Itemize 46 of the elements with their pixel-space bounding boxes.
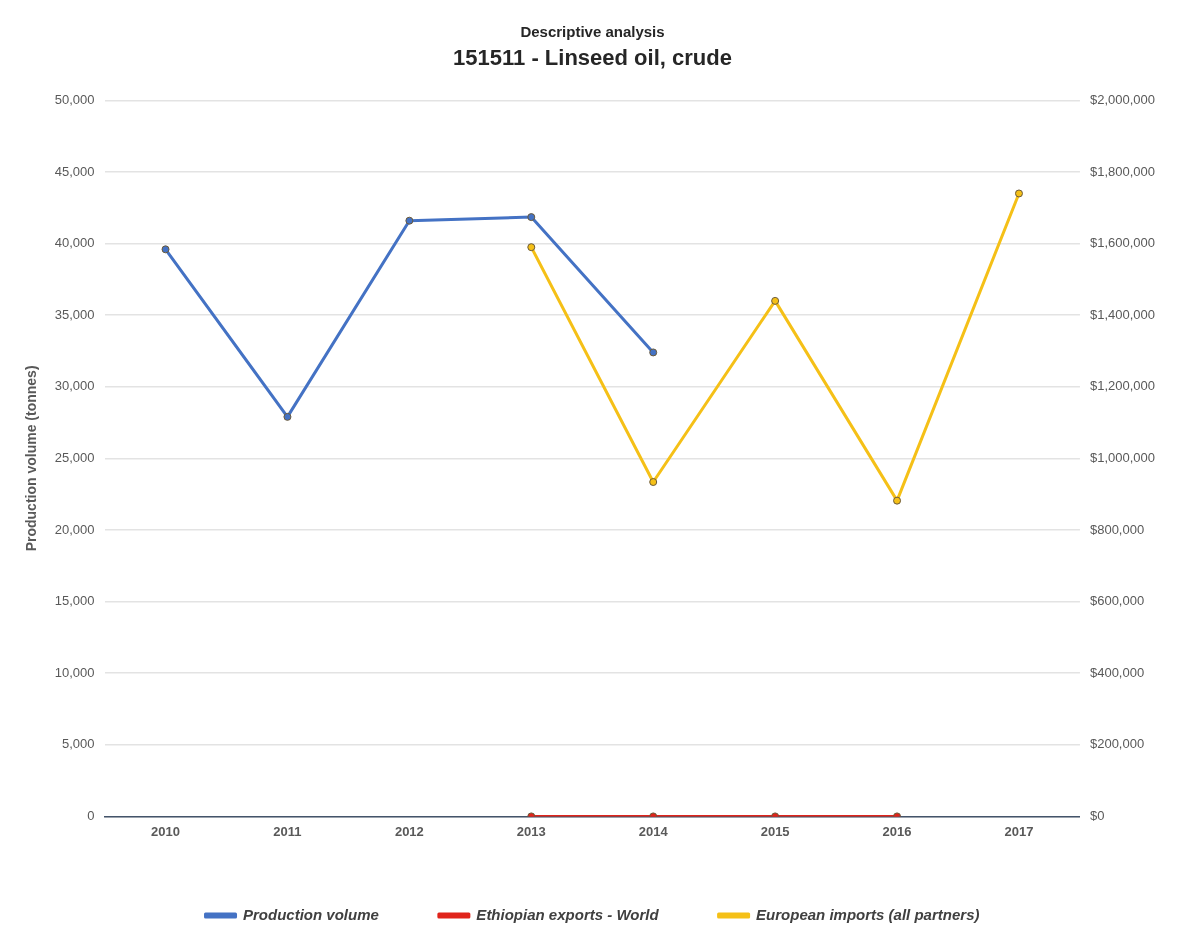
y2-tick-label: $1,200,000 bbox=[1089, 378, 1156, 394]
y-tick-label: 35,000 bbox=[54, 306, 95, 322]
y2-tick-label: $1,800,000 bbox=[1089, 163, 1156, 179]
x-tick-label: 2015 bbox=[760, 823, 790, 839]
y-tick-label: 25,000 bbox=[54, 449, 95, 465]
y-tick-label: 45,000 bbox=[54, 163, 95, 179]
legend-label: European imports (all partners) bbox=[756, 905, 980, 923]
point bbox=[893, 496, 902, 505]
y2-tick-label: $400,000 bbox=[1089, 664, 1145, 680]
y2-tick-label: $0 bbox=[1089, 807, 1105, 823]
y-tick-label: 15,000 bbox=[54, 593, 95, 609]
y-tick-label: 40,000 bbox=[54, 235, 95, 251]
point bbox=[649, 478, 658, 487]
point bbox=[771, 296, 780, 305]
y2-tick-label: $1,600,000 bbox=[1089, 235, 1156, 251]
point bbox=[161, 245, 170, 254]
y-tick-label: 20,000 bbox=[54, 521, 95, 537]
y-tick-label: 30,000 bbox=[54, 378, 95, 394]
legend-label: Production volume bbox=[243, 905, 379, 923]
y2-tick-label: $800,000 bbox=[1089, 521, 1145, 537]
y2-tick-label: $1,000,000 bbox=[1089, 449, 1156, 465]
point bbox=[649, 348, 658, 357]
y-tick-label: 10,000 bbox=[54, 664, 95, 680]
y-tick-label: 5,000 bbox=[62, 736, 95, 752]
x-tick-label: 2016 bbox=[882, 823, 912, 839]
chart-subtitle: 151511 - Linseed oil, crude bbox=[453, 45, 732, 71]
x-tick-label: 2011 bbox=[273, 823, 302, 839]
point bbox=[527, 213, 536, 222]
point bbox=[527, 243, 536, 252]
y2-tick-label: $200,000 bbox=[1089, 736, 1145, 752]
x-tick-label: 2013 bbox=[516, 823, 546, 839]
chart-title: Descriptive analysis bbox=[520, 23, 665, 41]
x-tick-label: 2010 bbox=[151, 823, 180, 839]
x-tick-label: 2017 bbox=[1004, 823, 1034, 839]
y-axis-title: Production volume (tonnes) bbox=[23, 365, 40, 552]
y-tick-label: 50,000 bbox=[54, 91, 95, 107]
point bbox=[1014, 189, 1023, 198]
point bbox=[283, 412, 292, 421]
y-tick-label: 0 bbox=[87, 807, 95, 823]
legend-label: Ethiopian exports - World bbox=[476, 905, 660, 923]
y2-tick-label: $1,400,000 bbox=[1089, 306, 1156, 322]
y2-tick-label: $600,000 bbox=[1089, 593, 1145, 609]
x-tick-label: 2012 bbox=[394, 823, 424, 839]
x-tick-label: 2014 bbox=[638, 823, 669, 839]
y2-tick-label: $2,000,000 bbox=[1089, 91, 1156, 107]
point bbox=[405, 216, 414, 225]
